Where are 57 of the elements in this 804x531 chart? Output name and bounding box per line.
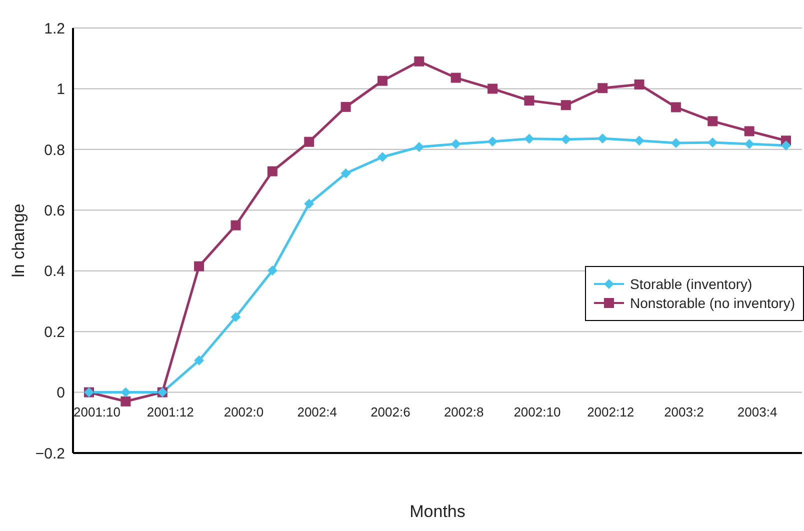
x-tick-label: 2001:12 xyxy=(146,404,194,420)
y-tick-label: 0.6 xyxy=(44,202,65,220)
point xyxy=(634,136,644,146)
x-tick-label: 2002:6 xyxy=(370,404,410,420)
point xyxy=(304,136,314,147)
point xyxy=(708,116,718,126)
point xyxy=(340,168,351,178)
point xyxy=(450,138,461,149)
point xyxy=(670,138,681,148)
point xyxy=(598,134,608,144)
x-axis-title: Months xyxy=(410,502,466,521)
legend-label: Storable (inventory) xyxy=(630,276,752,292)
x-tick-label: 2002:4 xyxy=(297,404,337,420)
point xyxy=(708,137,718,148)
legend-label: Nonstorable (no inventory) xyxy=(630,295,795,311)
point xyxy=(560,134,571,144)
y-tick-label: 0.4 xyxy=(44,263,65,280)
point xyxy=(267,166,278,176)
point xyxy=(377,152,388,162)
y-tick-label: −0.2 xyxy=(35,445,65,462)
point xyxy=(267,266,278,276)
point xyxy=(414,142,424,152)
point xyxy=(598,83,608,94)
point xyxy=(340,102,351,112)
point xyxy=(634,79,644,90)
point xyxy=(230,220,241,230)
x-tick-label: 2002:8 xyxy=(444,404,484,420)
x-tick-label: 2002:10 xyxy=(514,404,561,420)
x-tick-label: 2002:12 xyxy=(587,404,634,420)
point xyxy=(744,138,754,149)
x-tick-label: 2003:4 xyxy=(737,404,778,420)
point xyxy=(194,355,204,366)
point xyxy=(488,84,498,94)
point xyxy=(450,72,461,83)
y-tick-label: 0.8 xyxy=(44,142,65,159)
point xyxy=(194,261,204,272)
point xyxy=(744,126,754,136)
y-tick-label: 1 xyxy=(56,81,65,98)
x-tick-label: 2001:10 xyxy=(74,404,120,420)
point xyxy=(524,134,534,144)
y-tick-label: 1.2 xyxy=(44,20,65,38)
x-tick-label: 2002:0 xyxy=(224,404,264,420)
point xyxy=(304,198,314,209)
point xyxy=(524,96,534,106)
point xyxy=(488,136,498,147)
point xyxy=(670,102,681,112)
y-tick-label: 0.2 xyxy=(44,324,65,341)
point xyxy=(230,312,241,322)
point xyxy=(781,140,791,150)
point xyxy=(414,56,424,66)
point xyxy=(120,387,131,398)
point xyxy=(560,100,571,110)
x-tick-label: 2003:2 xyxy=(664,404,704,420)
point xyxy=(377,76,388,86)
point xyxy=(120,396,131,406)
y-axis-title: ln change xyxy=(9,204,28,278)
y-tick-label: 0 xyxy=(56,384,65,402)
